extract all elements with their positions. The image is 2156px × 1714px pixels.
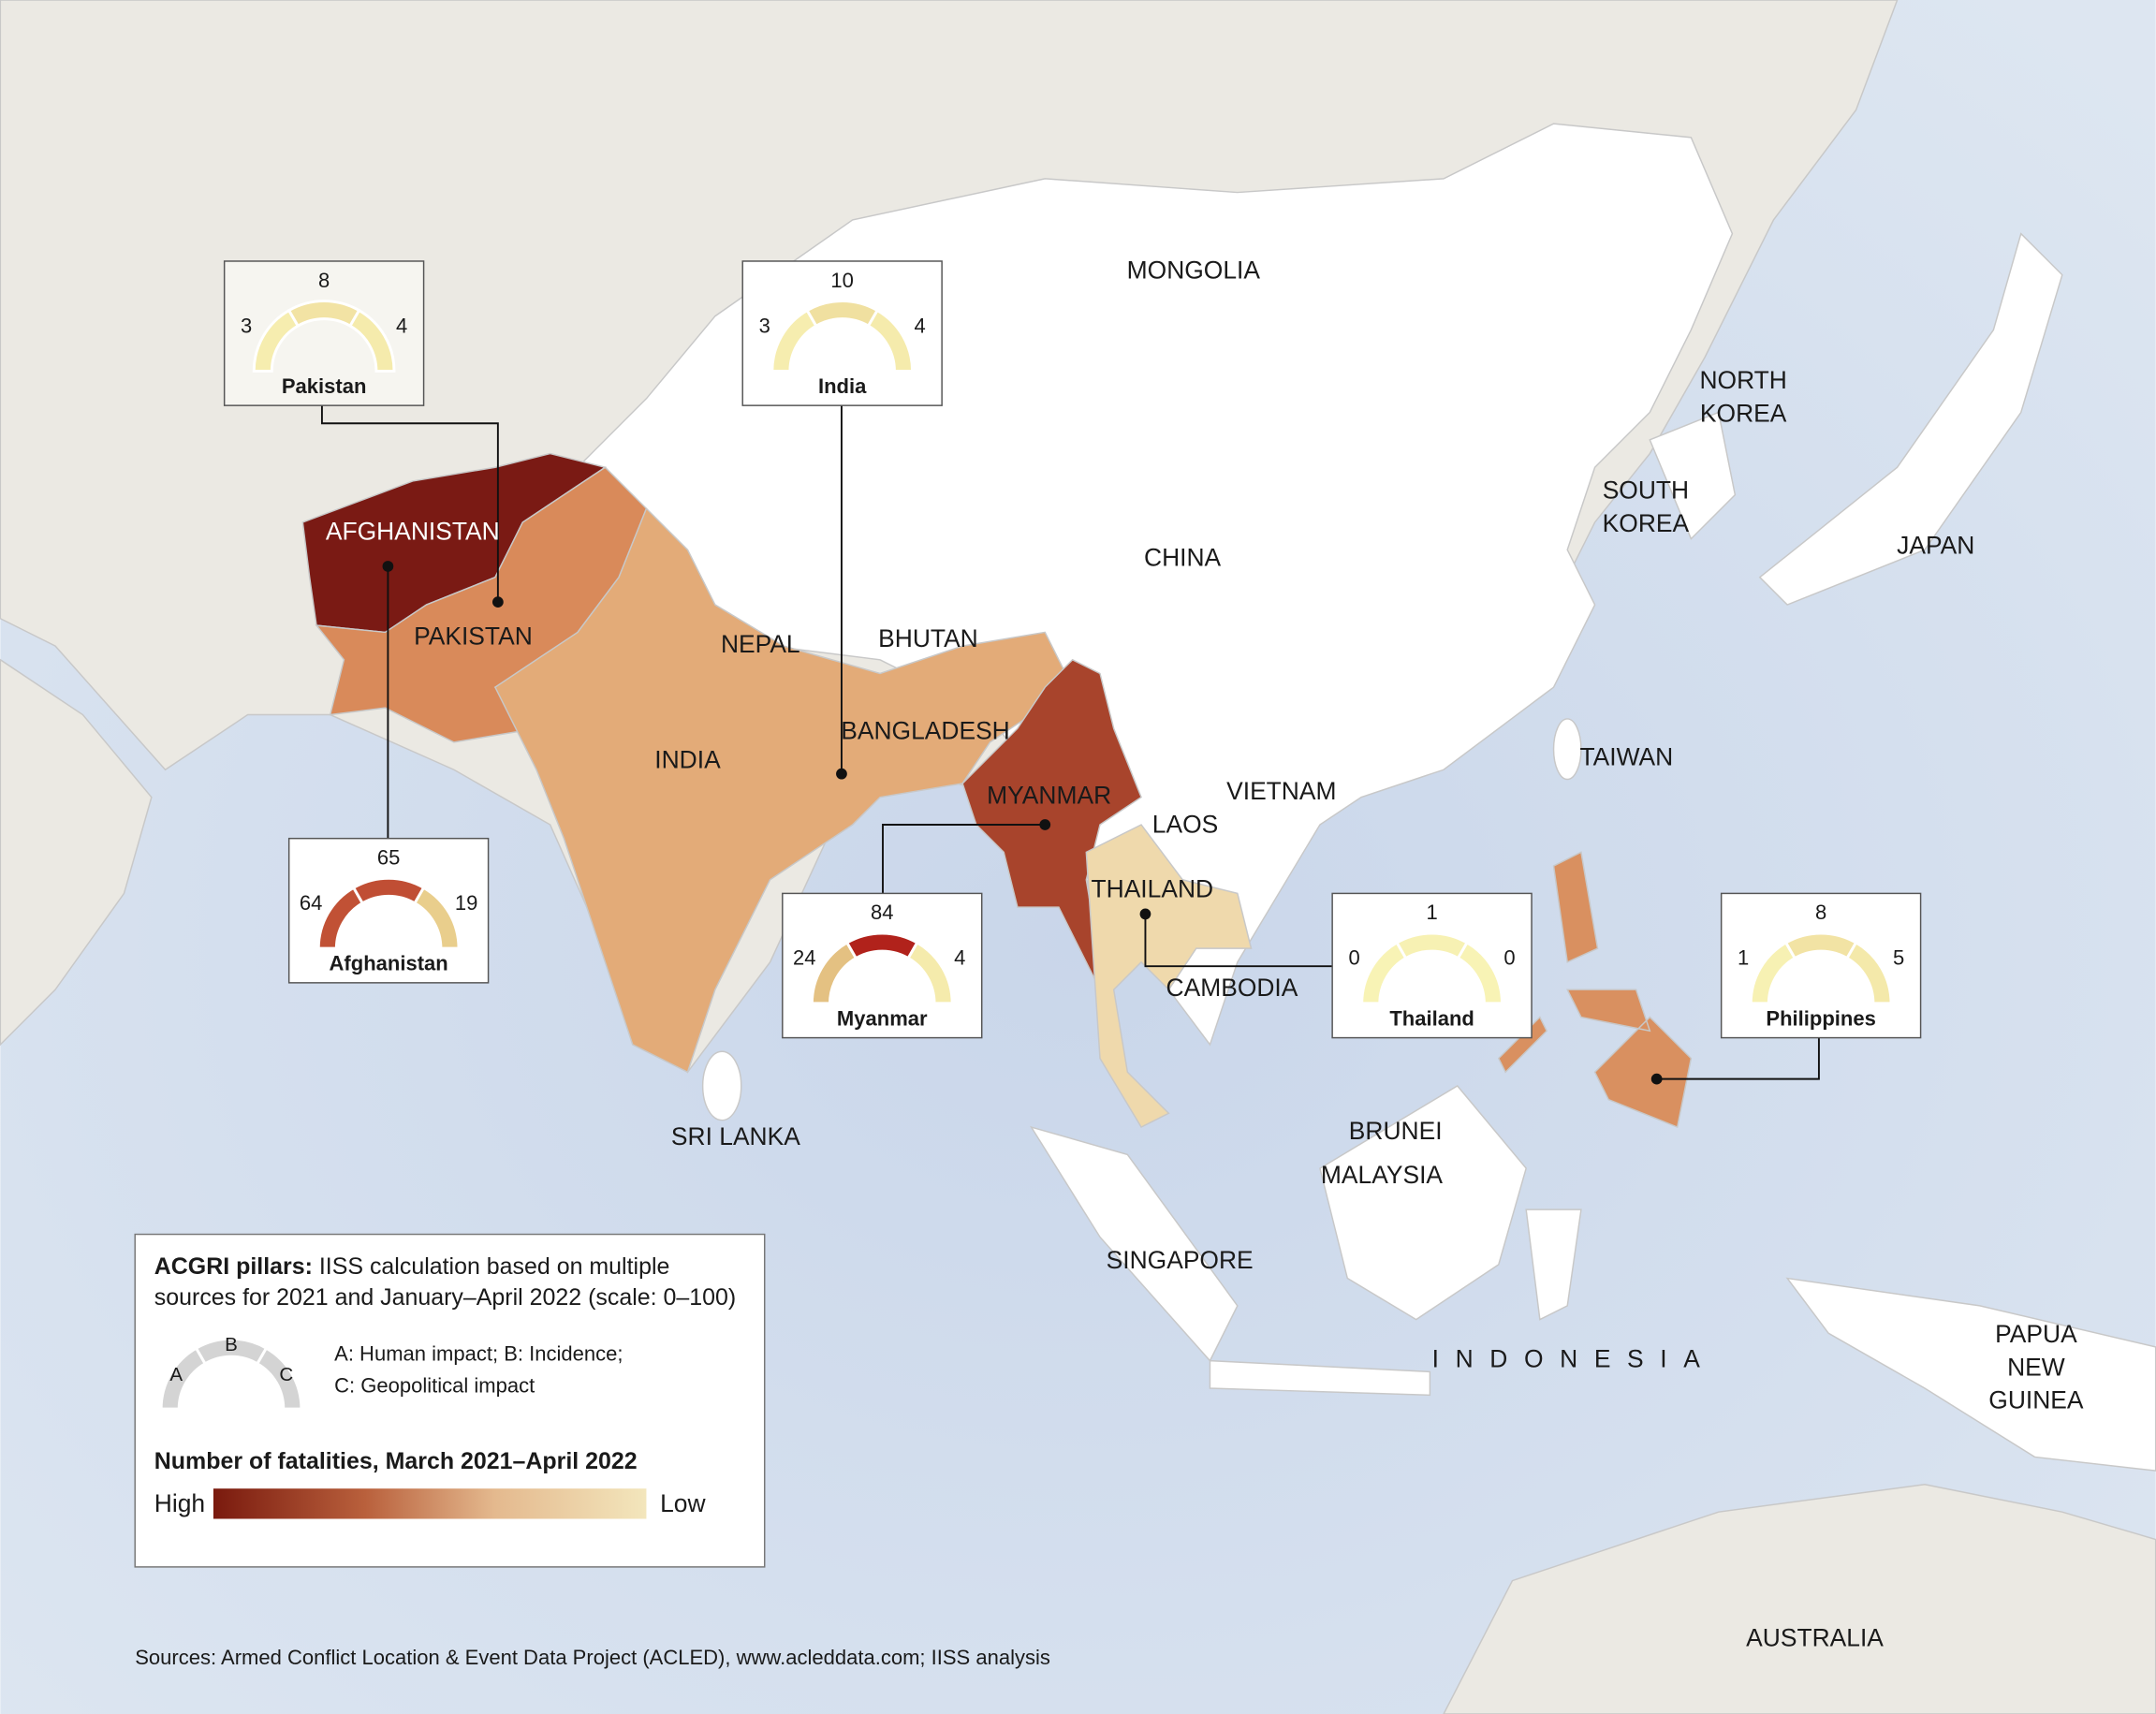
country-labels: MONGOLIA NORTH KOREA SOUTH KOREA CHINA JAPAN AF…: [326, 256, 2084, 1652]
country-label: NEW: [2007, 1353, 2065, 1381]
gauge-box: [782, 892, 983, 1039]
gauge-arc: [1845, 941, 1893, 1005]
country-label: THAILAND: [1091, 874, 1213, 902]
country-label: MONGOLIA: [1127, 256, 1261, 285]
country-label: CAMBODIA: [1166, 974, 1298, 1002]
gauge-value: 65: [377, 846, 401, 870]
legend-key-text: C: Geopolitical impact: [334, 1373, 535, 1397]
gauge-value: 19: [455, 891, 478, 915]
gauge-value: 4: [396, 314, 407, 337]
gauge-value: 8: [1815, 901, 1826, 924]
source: Sources: Armed Conflict Location & Event…: [135, 1646, 1050, 1669]
gauge-value: 1: [1426, 901, 1437, 924]
gauge-country: India: [818, 374, 867, 398]
gauge-arc: [866, 308, 915, 373]
gauge-value: 4: [915, 314, 926, 337]
gauge-arc: [413, 886, 461, 950]
gauge-value: 64: [300, 891, 323, 915]
country-label: AUSTRALIA: [1746, 1624, 1884, 1652]
country-label: BANGLADESH: [841, 717, 1010, 745]
country-label: MALAYSIA: [1321, 1161, 1444, 1189]
gauge-box: [223, 260, 425, 406]
gauge-value: 4: [954, 946, 965, 970]
country-label: NEPAL: [721, 630, 800, 658]
gauge-value: 0: [1503, 946, 1515, 970]
country-label: PAPUA: [1995, 1320, 2077, 1348]
country-label: KOREA: [1603, 509, 1690, 537]
gauge-arc: [906, 941, 954, 1005]
gauge-box: [1720, 892, 1922, 1039]
country-label: JAPAN: [1897, 531, 1974, 559]
gauge-box: [1331, 892, 1533, 1039]
gauge-value: 24: [793, 946, 816, 970]
country-label: NORTH: [1699, 366, 1786, 394]
gauge-value: 8: [318, 269, 330, 292]
legend: ACGRI pillars: IISS calculation based on…: [134, 1233, 766, 1568]
country-label: KOREA: [1700, 399, 1787, 427]
country-label: VIETNAM: [1226, 777, 1336, 805]
gauge-value: 10: [830, 269, 854, 292]
legend-pillars-text: sources for 2021 and January–April 2022 …: [154, 1284, 736, 1311]
country-label: INDONESIA: [1432, 1345, 1717, 1373]
legend-high: High: [154, 1489, 205, 1517]
country-label: MYANMAR: [987, 782, 1111, 810]
key-arc: [255, 1346, 303, 1411]
country-label: SRI LANKA: [671, 1122, 800, 1150]
gauge-country: Philippines: [1766, 1006, 1875, 1030]
country-label: LAOS: [1152, 810, 1218, 838]
gauge-value: 3: [759, 314, 770, 337]
gauge-value: 5: [1893, 946, 1904, 970]
legend-low: Low: [660, 1489, 706, 1517]
gauge-value: 1: [1738, 946, 1749, 970]
country-label: SOUTH: [1603, 476, 1689, 505]
key-gauge: A B C: [159, 1334, 303, 1411]
gauge-value: 0: [1349, 946, 1360, 970]
gauge-arc: [348, 308, 396, 373]
gauge-value: 3: [241, 314, 252, 337]
country-label: BHUTAN: [878, 624, 978, 652]
gauge-arc: [1456, 941, 1503, 1005]
country-label: BRUNEI: [1349, 1117, 1443, 1145]
legend-pillars: ACGRI pillars: IISS calculation based on…: [154, 1253, 670, 1279]
gauge-country: Pakistan: [282, 374, 367, 398]
gauge-country: Thailand: [1389, 1006, 1474, 1030]
gauge-box: [741, 260, 943, 406]
country-label: AFGHANISTAN: [326, 518, 500, 546]
gauge-country: Myanmar: [837, 1006, 928, 1030]
legend-pillars-text: IISS calculation based on multiple: [319, 1253, 670, 1279]
country-label: TAIWAN: [1579, 742, 1673, 770]
country-label: CHINA: [1144, 544, 1222, 572]
country-label: SINGAPORE: [1107, 1246, 1254, 1274]
legend-fatalities-title: Number of fatalities, March 2021–April 2…: [154, 1448, 638, 1474]
key-letter: A: [169, 1364, 183, 1385]
fatalities-scale: [213, 1488, 647, 1519]
country-label: GUINEA: [1988, 1386, 2084, 1414]
gauge-box: [287, 837, 490, 984]
legend-pillars-title: ACGRI pillars:: [154, 1253, 313, 1279]
country-label: PAKISTAN: [414, 622, 533, 650]
key-letter: B: [225, 1334, 238, 1355]
key-letter: C: [279, 1364, 293, 1385]
connectors: [320, 405, 1820, 1085]
gauge-country: Afghanistan: [330, 952, 448, 975]
gauge-value: 84: [871, 901, 893, 924]
legend-key-text: A: Human impact; B: Incidence;: [334, 1342, 623, 1366]
country-label: INDIA: [654, 745, 721, 773]
